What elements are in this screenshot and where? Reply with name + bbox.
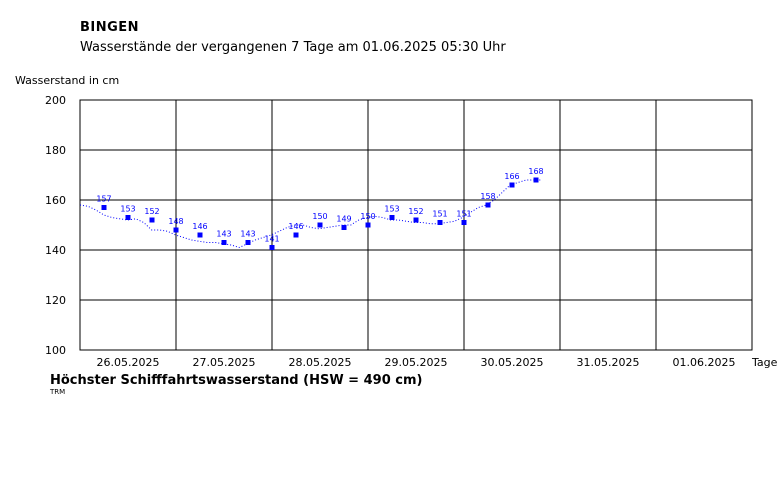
x-tick-label: 28.05.2025 bbox=[289, 356, 352, 369]
data-label: 153 bbox=[384, 205, 399, 214]
x-tick-label: 01.06.2025 bbox=[673, 356, 736, 369]
x-tick-label: 29.05.2025 bbox=[385, 356, 448, 369]
data-point bbox=[437, 220, 443, 225]
water-level-points bbox=[101, 177, 539, 250]
data-point bbox=[101, 205, 107, 210]
data-label: 168 bbox=[528, 167, 543, 176]
station-title: BINGEN bbox=[80, 20, 140, 35]
data-point bbox=[149, 217, 155, 223]
data-point bbox=[533, 177, 539, 183]
hsw-note: Höchster Schifffahrtswasserstand (HSW = … bbox=[50, 373, 423, 388]
data-point bbox=[485, 202, 491, 208]
source-credit: TRM bbox=[50, 388, 66, 396]
data-label: 143 bbox=[216, 230, 231, 239]
data-label: 146 bbox=[288, 222, 303, 231]
y-tick-label: 100 bbox=[45, 344, 66, 357]
data-label: 151 bbox=[456, 210, 471, 219]
data-label: 166 bbox=[504, 172, 519, 181]
x-tick-label: 26.05.2025 bbox=[97, 356, 160, 369]
data-label: 143 bbox=[240, 230, 255, 239]
data-point bbox=[365, 222, 371, 228]
data-point bbox=[245, 240, 251, 245]
data-point bbox=[317, 222, 323, 228]
data-point bbox=[173, 227, 179, 233]
data-label: 158 bbox=[480, 192, 495, 201]
data-label: 141 bbox=[264, 235, 279, 244]
chart-subtitle: Wasserstände der vergangenen 7 Tage am 0… bbox=[80, 40, 506, 55]
data-point bbox=[293, 232, 299, 238]
data-label: 151 bbox=[432, 210, 447, 219]
y-tick-label: 200 bbox=[45, 94, 66, 107]
data-point bbox=[269, 245, 275, 250]
data-label: 148 bbox=[168, 217, 183, 226]
data-point bbox=[461, 220, 467, 225]
data-label: 150 bbox=[312, 212, 327, 221]
data-label: 153 bbox=[120, 205, 135, 214]
x-tick-label: 31.05.2025 bbox=[577, 356, 640, 369]
data-label: 150 bbox=[360, 212, 375, 221]
data-point bbox=[197, 232, 203, 238]
data-label: 152 bbox=[144, 207, 159, 216]
data-labels: 157 153 152 148 146 143 143 141 146 150 149 150 153 1… bbox=[96, 167, 543, 244]
y-tick-label: 180 bbox=[45, 144, 66, 157]
data-label: 152 bbox=[408, 207, 423, 216]
data-label: 146 bbox=[192, 222, 207, 231]
y-tick-labels: 100 120 140 160 180 200 bbox=[45, 94, 66, 357]
plot-frame bbox=[79, 99, 753, 351]
x-tick-labels: 26.05.2025 27.05.2025 28.05.2025 29.05.2025… bbox=[97, 356, 736, 369]
data-point bbox=[509, 182, 515, 188]
y-tick-label: 160 bbox=[45, 194, 66, 207]
y-tick-label: 120 bbox=[45, 294, 66, 307]
data-point bbox=[221, 240, 227, 245]
y-tick-label: 140 bbox=[45, 244, 66, 257]
data-point bbox=[413, 217, 419, 223]
x-tick-label: 27.05.2025 bbox=[193, 356, 256, 369]
x-axis-label: Tage bbox=[751, 356, 778, 369]
y-axis-label: Wasserstand in cm bbox=[15, 74, 120, 87]
data-point bbox=[341, 225, 347, 230]
x-tick-label: 30.05.2025 bbox=[481, 356, 544, 369]
data-point bbox=[389, 215, 395, 220]
data-label: 157 bbox=[96, 195, 111, 204]
data-label: 149 bbox=[336, 215, 351, 224]
data-point bbox=[125, 215, 131, 220]
